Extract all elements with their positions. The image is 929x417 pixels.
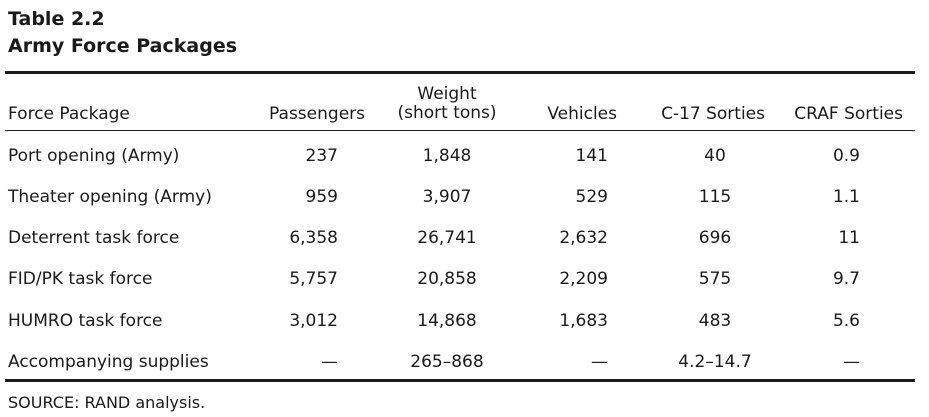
cell-craf-sorties: 0.9 [832,146,860,166]
cell-c17-sorties: 4.2–14.7 [678,352,752,372]
header-craf-sorties: CRAF Sorties [794,104,903,124]
cell-passengers: 237 [305,146,338,166]
cell-passengers: — [321,352,338,372]
cell-passengers: 3,012 [289,311,338,331]
cell-passengers: 6,358 [289,228,338,248]
cell-weight: 14,868 [417,311,477,331]
header-weight-line2: (short tons) [397,103,497,123]
cell-c17-sorties: 483 [698,311,732,331]
cell-weight: 265–868 [410,352,484,372]
cell-craf-sorties: 1.1 [832,187,860,207]
table-top-rule [5,71,915,74]
cell-c17-sorties: 696 [698,228,732,248]
cell-weight: 1,848 [422,146,472,166]
cell-passengers: 959 [305,187,338,207]
cell-vehicles: — [591,352,608,372]
cell-vehicles: 1,683 [559,311,608,331]
cell-passengers: 5,757 [289,269,338,289]
cell-vehicles: 2,209 [559,269,608,289]
cell-craf-sorties: — [843,352,860,372]
header-force-package: Force Package [8,104,130,124]
row-label: Deterrent task force [8,228,180,248]
cell-craf-sorties: 5.6 [832,311,860,331]
cell-craf-sorties: 11 [838,228,860,248]
header-passengers: Passengers [269,104,365,124]
cell-vehicles: 2,632 [559,228,608,248]
row-label: Theater opening (Army) [8,187,212,207]
header-weight-line1: Weight [417,84,477,104]
cell-weight: 20,858 [417,269,477,289]
header-vehicles: Vehicles [547,104,617,124]
row-label: Accompanying supplies [8,352,209,372]
table-bottom-rule [5,379,915,382]
table-number: Table 2.2 [8,8,105,30]
header-c17-sorties: C-17 Sorties [661,104,765,124]
cell-c17-sorties: 575 [698,269,732,289]
cell-weight: 3,907 [422,187,472,207]
row-label: Port opening (Army) [8,146,180,166]
row-label: FID/PK task force [8,269,153,289]
cell-c17-sorties: 40 [704,146,726,166]
source-note: SOURCE: RAND analysis. [8,393,206,412]
cell-c17-sorties: 115 [698,187,732,207]
table-title: Army Force Packages [8,35,238,57]
row-label: HUMRO task force [8,311,163,331]
cell-weight: 26,741 [417,228,477,248]
cell-vehicles: 529 [575,187,608,207]
table-header-rule [5,130,915,131]
cell-craf-sorties: 9.7 [832,269,860,289]
cell-vehicles: 141 [575,146,608,166]
